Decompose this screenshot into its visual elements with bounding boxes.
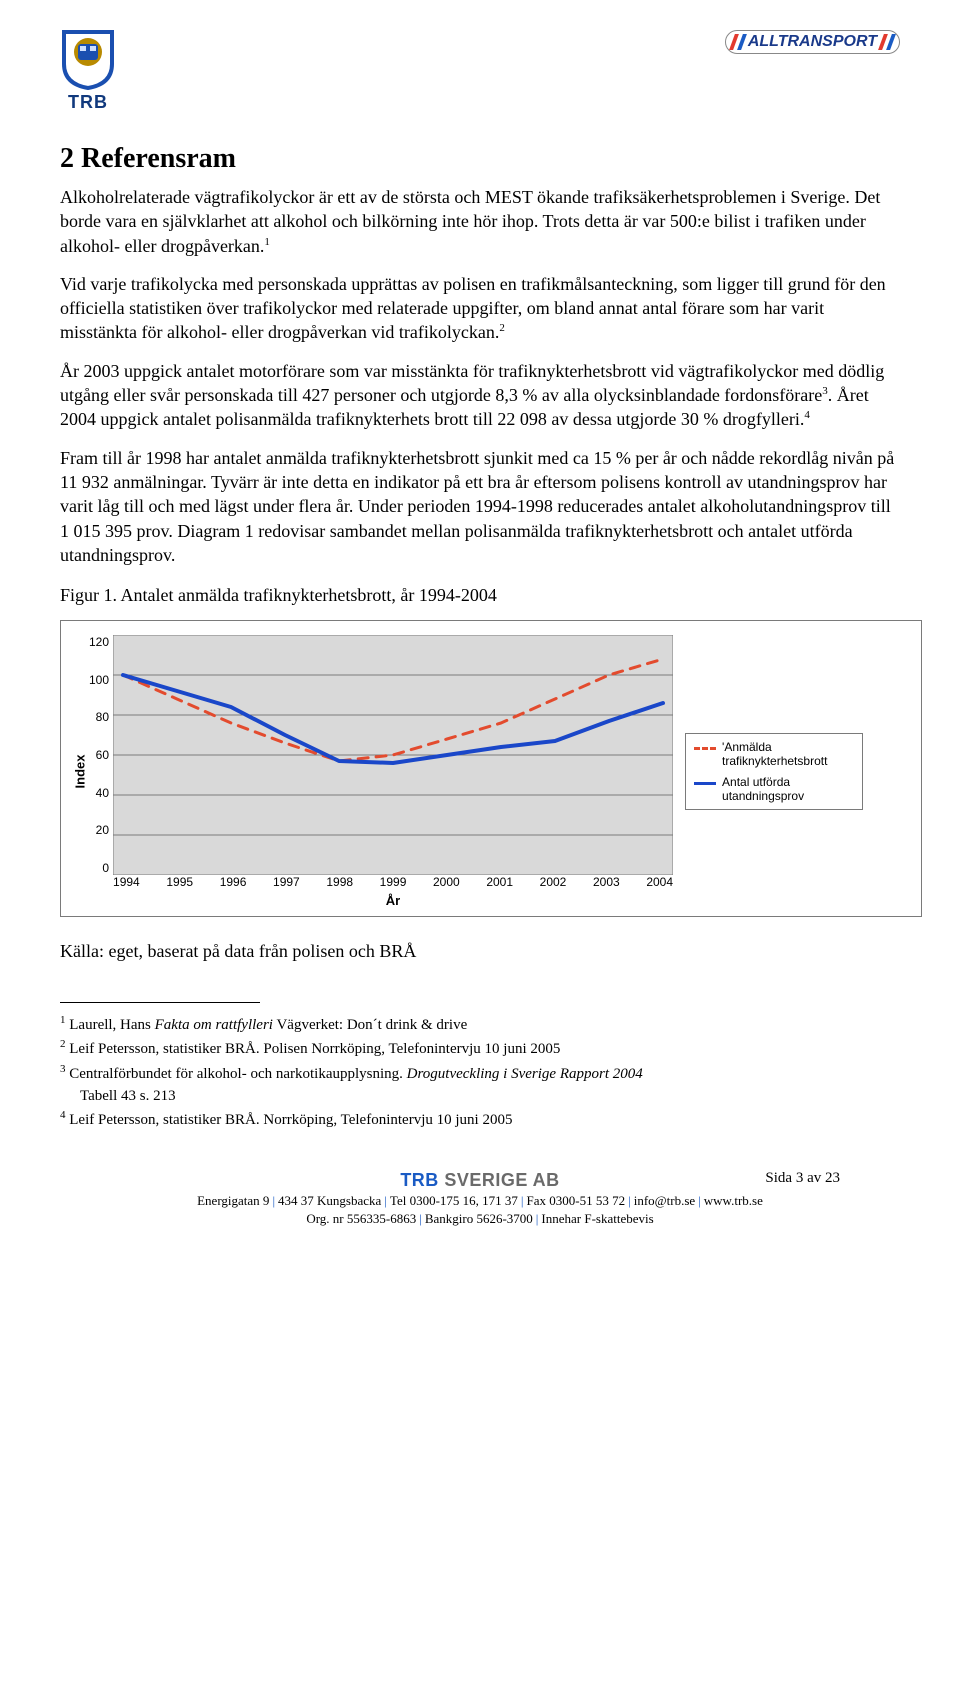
footnote-3b: Tabell 43 s. 213 bbox=[60, 1086, 900, 1106]
xtick-label: 1995 bbox=[166, 875, 193, 889]
logo-trb-text: TRB bbox=[68, 92, 108, 113]
paragraph-2-text: Vid varje trafikolycka med personskada u… bbox=[60, 274, 886, 343]
chart-svg bbox=[113, 635, 673, 875]
footnote-3a: Centralförbundet för alkohol- och narkot… bbox=[66, 1066, 407, 1082]
shield-icon bbox=[60, 30, 116, 90]
logo-trb: TRB bbox=[60, 30, 116, 113]
footnote-1b: Vägverket: Don´t drink & drive bbox=[273, 1017, 467, 1033]
paragraph-1-text: Alkoholrelaterade vägtrafikolyckor är et… bbox=[60, 187, 880, 256]
xtick-label: 1996 bbox=[220, 875, 247, 889]
stripe-icon bbox=[737, 34, 747, 50]
footer-logo: TRB SVERIGE AB bbox=[400, 1170, 559, 1191]
figure-caption: Figur 1. Antalet anmälda trafiknykterhet… bbox=[60, 585, 900, 606]
footer-part: info@trb.se bbox=[634, 1193, 695, 1208]
chart-xlabel: År bbox=[113, 893, 673, 908]
xtick-label: 1999 bbox=[380, 875, 407, 889]
footnote-3: 3 Centralförbundet för alkohol- och nark… bbox=[60, 1062, 900, 1084]
chart-container: Index 120100806040200 199419951996199719… bbox=[60, 620, 922, 917]
ytick-label: 20 bbox=[89, 823, 109, 837]
xtick-label: 2000 bbox=[433, 875, 460, 889]
header-logos: TRB ALLTRANSPORT bbox=[60, 30, 900, 113]
ytick-label: 0 bbox=[89, 861, 109, 875]
footnotes: 1 Laurell, Hans Fakta om rattfylleri Väg… bbox=[60, 1013, 900, 1130]
chart-ylabel: Index bbox=[73, 755, 88, 789]
footer-part: Org. nr 556335-6863 bbox=[306, 1211, 416, 1226]
paragraph-1: Alkoholrelaterade vägtrafikolyckor är et… bbox=[60, 185, 900, 258]
paragraph-4: Fram till år 1998 har antalet anmälda tr… bbox=[60, 446, 900, 567]
plot-wrap: Index 120100806040200 199419951996199719… bbox=[71, 635, 673, 908]
legend-item-2: Antal utförda utandningsprov bbox=[694, 775, 854, 804]
chart-yticks: 120 100 80 60 40 20 0 bbox=[89, 635, 113, 875]
paragraph-3: År 2003 uppgick antalet motorförare som … bbox=[60, 359, 900, 432]
footer-part: Bankgiro 5626-3700 bbox=[425, 1211, 533, 1226]
page-number: Sida 3 av 23 bbox=[765, 1170, 840, 1187]
footnote-3-em: Drogutveckling i Sverige Rapport 2004 bbox=[407, 1066, 643, 1082]
pipe-separator: | bbox=[381, 1193, 390, 1208]
legend-swatch-dashed bbox=[694, 747, 716, 750]
ytick-label: 120 bbox=[89, 635, 109, 649]
legend-label-2: Antal utförda utandningsprov bbox=[722, 775, 854, 804]
pipe-separator: | bbox=[416, 1211, 425, 1226]
footer-line-1: Energigatan 9|434 37 Kungsbacka|Tel 0300… bbox=[197, 1193, 763, 1209]
xtick-label: 2003 bbox=[593, 875, 620, 889]
footnote-4-text: Leif Petersson, statistiker BRÅ. Norrköp… bbox=[66, 1112, 513, 1128]
footnote-2-text: Leif Petersson, statistiker BRÅ. Polisen… bbox=[66, 1041, 561, 1057]
footnote-separator bbox=[60, 1002, 260, 1003]
chart-plot-area bbox=[113, 635, 673, 875]
pipe-separator: | bbox=[695, 1193, 704, 1208]
footer: Sida 3 av 23 TRB SVERIGE AB Energigatan … bbox=[60, 1170, 900, 1227]
footer-part: Energigatan 9 bbox=[197, 1193, 269, 1208]
source-line: Källa: eget, baserat på data från polise… bbox=[60, 941, 900, 962]
logo-alltransport-text: ALLTRANSPORT bbox=[748, 33, 877, 51]
chart-legend: 'Anmälda trafiknykterhetsbrott Antal utf… bbox=[685, 733, 863, 811]
xtick-label: 1998 bbox=[326, 875, 353, 889]
pipe-separator: | bbox=[269, 1193, 278, 1208]
footnote-ref-2: 2 bbox=[499, 322, 505, 334]
legend-label-1: 'Anmälda trafiknykterhetsbrott bbox=[722, 740, 854, 769]
legend-swatch-solid bbox=[694, 782, 716, 785]
footer-part: Tel 0300-175 16, 171 37 bbox=[390, 1193, 518, 1208]
ytick-label: 80 bbox=[89, 710, 109, 724]
footnote-1-em: Fakta om rattfylleri bbox=[155, 1017, 273, 1033]
stripe-icon bbox=[886, 34, 896, 50]
logo-alltransport: ALLTRANSPORT bbox=[725, 30, 900, 54]
paragraph-2: Vid varje trafikolycka med personskada u… bbox=[60, 272, 900, 345]
footer-logo-a: TRB bbox=[400, 1170, 444, 1190]
xtick-label: 1997 bbox=[273, 875, 300, 889]
legend-item-1: 'Anmälda trafiknykterhetsbrott bbox=[694, 740, 854, 769]
xtick-label: 2001 bbox=[486, 875, 513, 889]
footnote-4: 4 Leif Petersson, statistiker BRÅ. Norrk… bbox=[60, 1108, 900, 1130]
pipe-separator: | bbox=[518, 1193, 527, 1208]
footnote-ref-4: 4 bbox=[804, 409, 810, 421]
footer-line-2: Org. nr 556335-6863|Bankgiro 5626-3700|I… bbox=[306, 1211, 653, 1227]
footnote-1: 1 Laurell, Hans Fakta om rattfylleri Väg… bbox=[60, 1013, 900, 1035]
section-title: 2 Referensram bbox=[60, 143, 900, 175]
ytick-label: 60 bbox=[89, 748, 109, 762]
xtick-label: 2004 bbox=[646, 875, 673, 889]
footnote-ref-1: 1 bbox=[264, 236, 270, 248]
footer-part: 434 37 Kungsbacka bbox=[278, 1193, 381, 1208]
footnote-2: 2 Leif Petersson, statistiker BRÅ. Polis… bbox=[60, 1037, 900, 1059]
paragraph-3a-text: År 2003 uppgick antalet motorförare som … bbox=[60, 361, 884, 405]
footer-logo-b: SVERIGE AB bbox=[444, 1170, 559, 1190]
footer-part: www.trb.se bbox=[704, 1193, 763, 1208]
xtick-label: 2002 bbox=[540, 875, 567, 889]
footer-part: Innehar F-skattebevis bbox=[541, 1211, 653, 1226]
footer-part: Fax 0300-51 53 72 bbox=[527, 1193, 626, 1208]
pipe-separator: | bbox=[625, 1193, 634, 1208]
xtick-label: 1994 bbox=[113, 875, 140, 889]
chart-xticks: 1994 1995 1996 1997 1998 1999 2000 2001 2002 2003… bbox=[113, 875, 673, 889]
footnote-1a: Laurell, Hans bbox=[66, 1017, 155, 1033]
page: TRB ALLTRANSPORT 2 Referensram Alkoholre… bbox=[0, 0, 960, 1247]
ytick-label: 40 bbox=[89, 786, 109, 800]
ytick-label: 100 bbox=[89, 673, 109, 687]
